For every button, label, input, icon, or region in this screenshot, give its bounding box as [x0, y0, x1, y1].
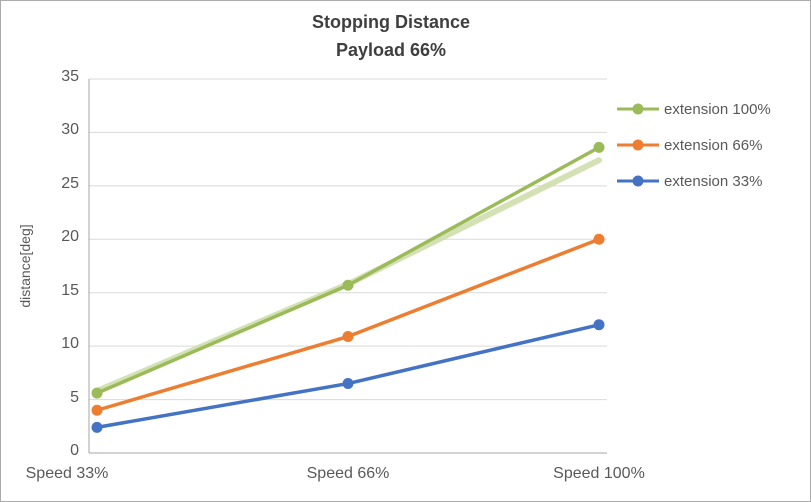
- y-tick-label: 0: [70, 442, 79, 459]
- data-point-marker: [91, 421, 103, 433]
- data-point-marker: [593, 233, 605, 245]
- series-halo-line: [94, 157, 602, 395]
- y-tick-label: 20: [61, 228, 79, 246]
- legend-label: extension 100%: [664, 100, 771, 118]
- legend-line-marker-icon: [617, 139, 659, 151]
- legend-item: extension 33%: [617, 163, 771, 199]
- y-tick-label: 15: [61, 281, 79, 299]
- data-point-marker: [91, 404, 103, 416]
- legend-line-marker-icon: [617, 175, 659, 187]
- y-tick-label: 25: [61, 174, 79, 192]
- x-category-label: Speed 33%: [25, 465, 109, 482]
- x-category-label: Speed 66%: [306, 465, 390, 482]
- data-point-marker: [342, 279, 354, 291]
- chart-title-block: Stopping Distance Payload 66%: [1, 9, 781, 65]
- y-tick-label: 30: [61, 121, 79, 139]
- chart-title: Stopping Distance: [311, 12, 470, 32]
- data-point-marker: [593, 319, 605, 331]
- data-point-marker: [91, 387, 103, 399]
- data-point-marker: [342, 378, 354, 390]
- legend-label: extension 66%: [664, 136, 763, 154]
- y-tick-label: 35: [61, 68, 79, 85]
- x-category-label: Speed 100%: [553, 465, 645, 482]
- legend: extension 100% extension 66% extension 33%: [617, 91, 771, 199]
- y-tick-label: 10: [61, 335, 79, 353]
- data-point-marker: [593, 141, 605, 153]
- legend-item: extension 66%: [617, 127, 771, 163]
- legend-label: extension 33%: [664, 172, 763, 190]
- chart-subtitle: Payload 66%: [335, 39, 447, 60]
- legend-line-marker-icon: [617, 103, 659, 115]
- y-tick-label: 5: [70, 388, 79, 406]
- legend-item: extension 100%: [617, 91, 771, 127]
- data-point-marker: [342, 331, 354, 343]
